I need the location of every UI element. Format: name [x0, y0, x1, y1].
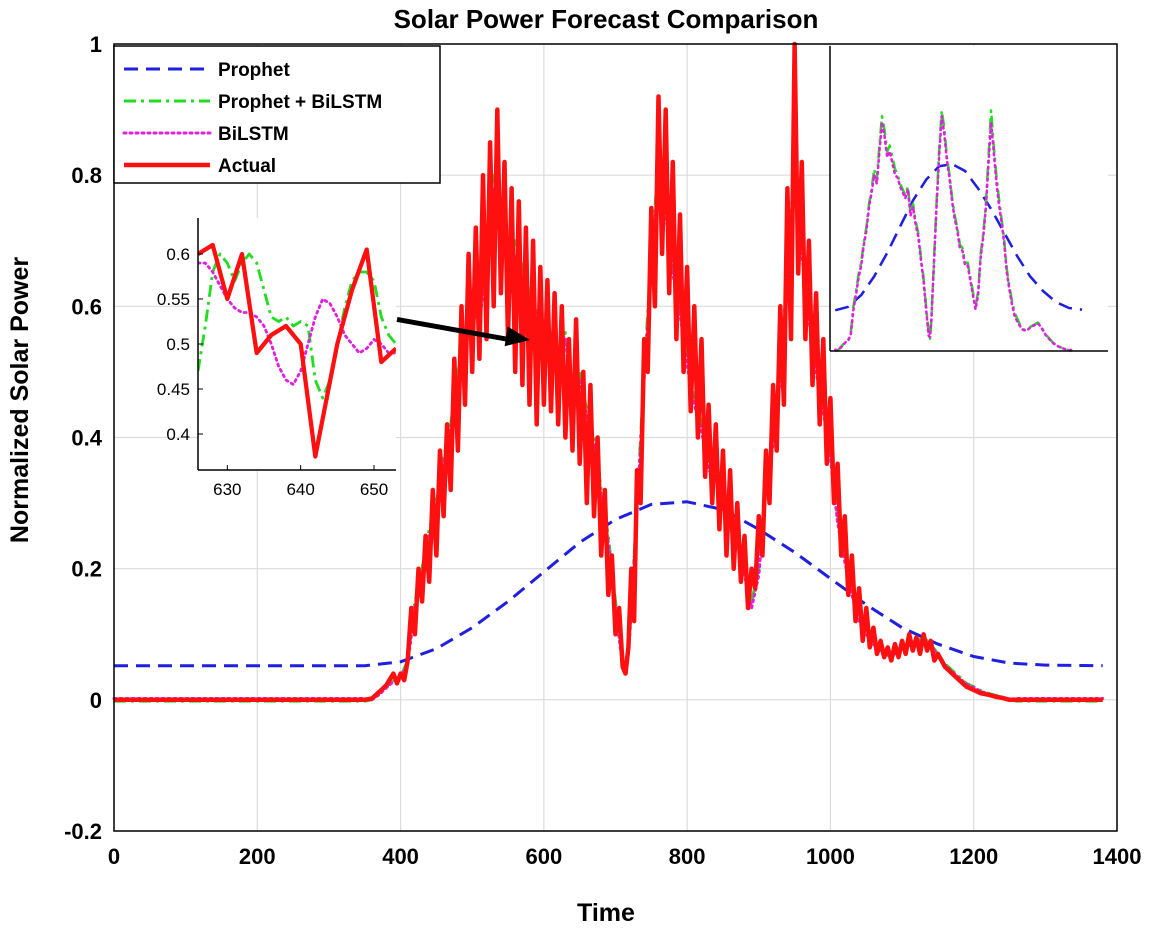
x-tick-label: 1400 — [1093, 844, 1142, 869]
zoom-inset: 630 640 650 0.4 0.45 0.5 0.55 0.6 — [157, 218, 396, 499]
zoom-inset-series — [198, 242, 396, 459]
annotation-arrow-shaft — [396, 316, 513, 343]
zoom-y-tick-label: 0.45 — [157, 380, 190, 399]
x-tick-label: 1000 — [806, 844, 855, 869]
zoom-y-tick-label: 0.6 — [166, 245, 190, 264]
series-actual-line — [114, 41, 1103, 703]
legend-label: Prophet + BiLSTM — [218, 92, 382, 113]
zoom-prophet-bilstm-line — [198, 252, 396, 400]
y-tick-label: 0 — [90, 688, 102, 713]
legend-label: BiLSTM — [218, 124, 289, 145]
annotation-arrow-head — [504, 326, 530, 347]
y-tick-label: 0.2 — [71, 557, 102, 582]
zoom-bilstm-line — [198, 261, 396, 386]
zoom-x-tick-label: 640 — [286, 480, 314, 499]
overview-inset — [829, 46, 1108, 353]
y-tick-label: -0.2 — [64, 819, 102, 844]
legend-label: Actual — [218, 156, 276, 177]
series-prophet-line — [114, 500, 1103, 668]
annotation-arrow — [396, 316, 530, 347]
zoom-actual-line — [198, 242, 396, 459]
overview-inset-background — [830, 46, 1108, 351]
zoom-y-tick-label: 0.55 — [157, 290, 190, 309]
overview-prophet-line — [834, 162, 1083, 312]
x-tick-label: 600 — [525, 844, 562, 869]
zoom-x-tick-label: 630 — [213, 480, 241, 499]
x-tick-label: 400 — [382, 844, 419, 869]
y-tick-label: 1 — [90, 32, 102, 57]
y-tick-label: 0.6 — [71, 294, 102, 319]
x-axis-label: Time — [577, 899, 635, 927]
plot-frame — [113, 43, 1118, 832]
x-tick-label: 1200 — [949, 844, 998, 869]
main-ticks: 0 200 400 600 800 1000 1200 1400-0.200.20.40.60… — [64, 32, 1141, 869]
legend: Prophet Prophet + BiLSTM BiLSTM Actual — [113, 45, 441, 184]
y-tick-label: 0.4 — [71, 426, 102, 451]
y-axis-label: Normalized Solar Power — [6, 257, 34, 543]
x-tick-label: 0 — [108, 844, 120, 869]
main-series — [112, 41, 1105, 703]
y-tick-label: 0.8 — [71, 163, 102, 188]
zoom-y-tick-label: 0.5 — [166, 335, 190, 354]
legend-label: Prophet — [218, 60, 290, 81]
chart-title: Solar Power Forecast Comparison — [394, 4, 819, 34]
x-tick-label: 800 — [669, 844, 706, 869]
overview-bilstm-line — [833, 114, 1073, 352]
zoom-y-tick-label: 0.4 — [166, 425, 190, 444]
zoom-x-tick-label: 650 — [360, 480, 388, 499]
x-tick-label: 200 — [239, 844, 276, 869]
